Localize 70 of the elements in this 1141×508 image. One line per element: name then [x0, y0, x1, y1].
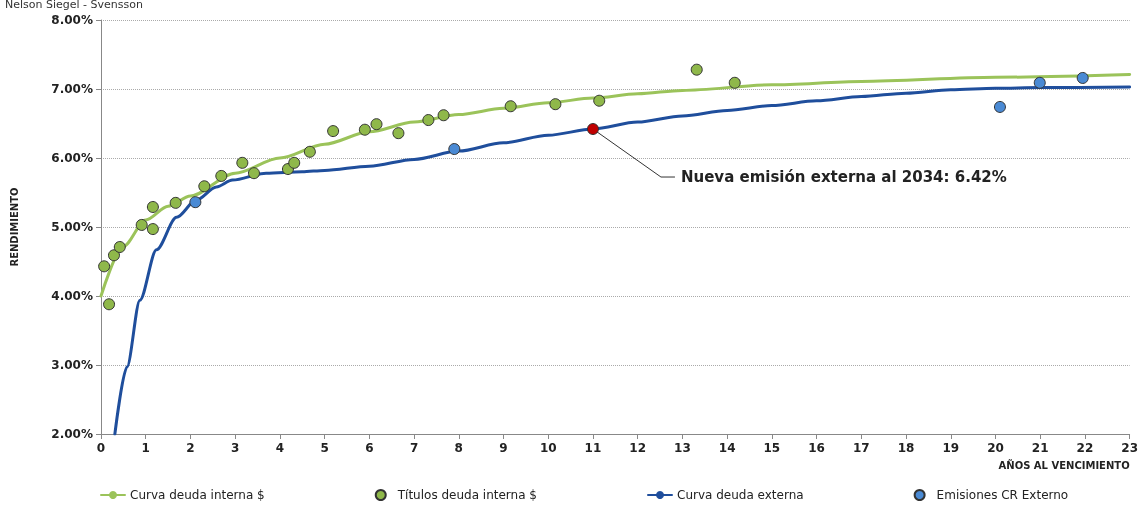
- x-tick-label: 10: [539, 441, 557, 455]
- x-tick-label: 1: [141, 441, 150, 455]
- point: [198, 180, 211, 193]
- point: [146, 223, 159, 236]
- point: [690, 63, 703, 76]
- x-tick-label: 13: [674, 441, 691, 455]
- legend-label: Curva deuda externa: [677, 488, 804, 502]
- point: [593, 94, 606, 107]
- x-tick-label: 4: [275, 441, 285, 455]
- x-tick-label: 16: [808, 441, 825, 455]
- x-tick-label: 12: [629, 441, 647, 455]
- x-tick-label: 14: [718, 441, 736, 455]
- x-tick-label: 3: [230, 441, 240, 455]
- chart-subtitle: Nelson Siegel - Svensson: [5, 0, 143, 11]
- x-axis-title: AÑOS AL VENCIMIENTO: [998, 458, 1130, 471]
- point: [236, 156, 249, 169]
- y-tick-label: 4.00%: [51, 289, 93, 303]
- x-tick-label: 5: [320, 441, 329, 455]
- point: [1033, 76, 1046, 89]
- point: [98, 260, 111, 273]
- x-tick-label: 18: [897, 441, 915, 455]
- point: [728, 76, 741, 89]
- y-tick-label: 5.00%: [51, 220, 93, 234]
- point: [422, 114, 435, 127]
- point: [504, 100, 517, 113]
- point: [303, 145, 316, 158]
- point: [169, 196, 182, 209]
- y-tick-label: 8.00%: [51, 13, 93, 27]
- y-tick-label: 3.00%: [51, 358, 93, 372]
- legend-label: Títulos deuda interna $: [396, 488, 537, 502]
- y-axis-title: RENDIMIENTO: [8, 187, 20, 267]
- annotation: Nueva emisión externa al 2034: 6.42%: [680, 168, 1007, 187]
- point: [392, 127, 405, 140]
- x-tick-label: 2: [186, 441, 195, 455]
- x-tick-label: 8: [454, 441, 463, 455]
- x-tick-label: 19: [942, 441, 960, 455]
- point: [146, 200, 159, 213]
- point: [247, 167, 260, 180]
- point: [103, 298, 116, 311]
- x-tick-label: 22: [1076, 441, 1094, 455]
- point: [1076, 71, 1089, 84]
- point: [135, 218, 148, 231]
- point: [993, 100, 1006, 113]
- x-tick-label: 23: [1121, 441, 1138, 455]
- x-tick-label: 15: [763, 441, 781, 455]
- y-tick-label: 7.00%: [51, 82, 93, 96]
- point: [215, 169, 228, 182]
- x-tick-label: 6: [365, 441, 374, 455]
- point: [189, 196, 202, 209]
- x-tick-label: 0: [96, 441, 106, 455]
- point: [107, 249, 120, 262]
- y-tick-label: 2.00%: [51, 427, 93, 441]
- x-tick-label: 17: [852, 441, 870, 455]
- x-tick-label: 11: [584, 441, 602, 455]
- x-tick-label: 9: [499, 441, 508, 455]
- x-tick-label: 20: [987, 441, 1004, 455]
- point: [370, 118, 383, 131]
- point: [327, 125, 340, 138]
- point: [586, 123, 599, 136]
- y-tick-label: 6.00%: [51, 151, 93, 165]
- point: [549, 98, 562, 111]
- point: [358, 123, 371, 136]
- x-tick-label: 21: [1031, 441, 1049, 455]
- point: [288, 156, 301, 169]
- legend-label: Curva deuda interna $: [130, 488, 265, 502]
- x-tick-label: 7: [409, 441, 419, 455]
- point: [113, 241, 126, 254]
- legend-label: Emisiones CR Externo: [936, 488, 1069, 502]
- point: [437, 109, 450, 122]
- point: [448, 143, 461, 156]
